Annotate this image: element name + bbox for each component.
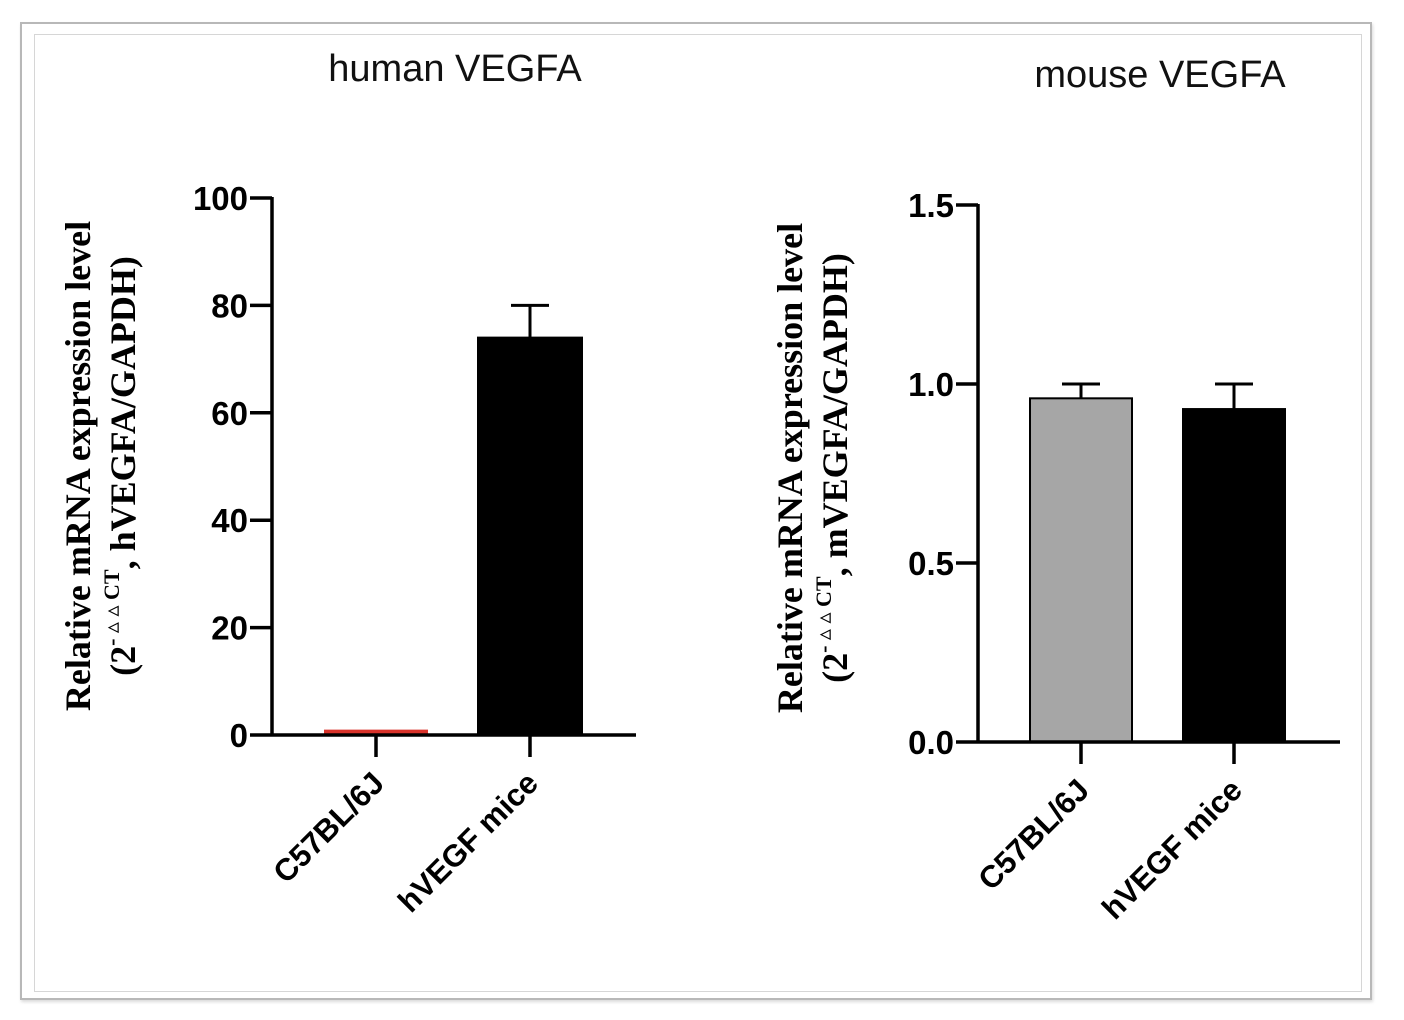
x-tick-label: hVEGF mice (1095, 772, 1249, 926)
axes: 0.0 0.5 1.0 1.5 C57BL/6J hVEGF mice (908, 187, 1340, 926)
y-axis-label-open: (2 (815, 653, 855, 683)
y-tick-label: 0 (230, 717, 248, 754)
y-axis-label-superscript: - ▵ ▵ CT (99, 569, 124, 646)
y-axis-label-rest: , hVEGFA/GAPDH) (103, 256, 143, 569)
y-tick-label: 60 (211, 395, 248, 432)
y-axis-label-line2: (2- ▵ ▵ CT, hVEGFA/GAPDH) (99, 256, 143, 676)
y-tick-label: 40 (211, 502, 248, 539)
chart-title: mouse VEGFA (1034, 54, 1286, 96)
chart-mouse-vegfa: mouse VEGFA Relative mRNA expression lev… (770, 54, 1340, 926)
x-tick-label: hVEGF mice (391, 765, 545, 919)
figure-frame (20, 22, 1372, 1000)
y-tick-label: 1.5 (908, 187, 954, 224)
bar-1 (324, 729, 428, 735)
y-axis-label-open: (2 (103, 646, 143, 676)
bar-2 (1182, 408, 1286, 743)
bar-2 (477, 336, 583, 736)
y-axis-label-line2: (2- ▵ ▵ CT, mVEGFA/GAPDH) (811, 253, 855, 683)
y-axis-label-line1: Relative mRNA expression level (770, 223, 810, 713)
y-axis-label-superscript: - ▵ ▵ CT (811, 576, 836, 653)
y-axis-label: Relative mRNA expression level (2- ▵ ▵ C… (770, 223, 855, 713)
bar-1 (1029, 397, 1133, 743)
y-tick-label: 80 (211, 287, 248, 324)
y-tick-label: 0.0 (908, 724, 954, 761)
figure-inner-border (34, 34, 1362, 992)
y-tick-label: 100 (193, 180, 248, 217)
y-axis-label-rest: , mVEGFA/GAPDH) (815, 253, 855, 576)
y-axis-label: Relative mRNA expression level (2- ▵ ▵ C… (58, 221, 143, 711)
y-tick-label: 1.0 (908, 366, 954, 403)
y-tick-label: 0.5 (908, 545, 954, 582)
x-tick-label: C57BL/6J (971, 772, 1096, 897)
chart-title: human VEGFA (328, 48, 582, 90)
axes: 0 20 40 60 80 100 C57BL/6J hVEGF mice (193, 180, 636, 919)
y-axis-label-line1: Relative mRNA expression level (58, 221, 98, 711)
x-tick-label: C57BL/6J (266, 765, 391, 890)
chart-human-vegfa: human VEGFA Relative mRNA expression lev… (58, 48, 636, 919)
y-tick-label: 20 (211, 610, 248, 647)
